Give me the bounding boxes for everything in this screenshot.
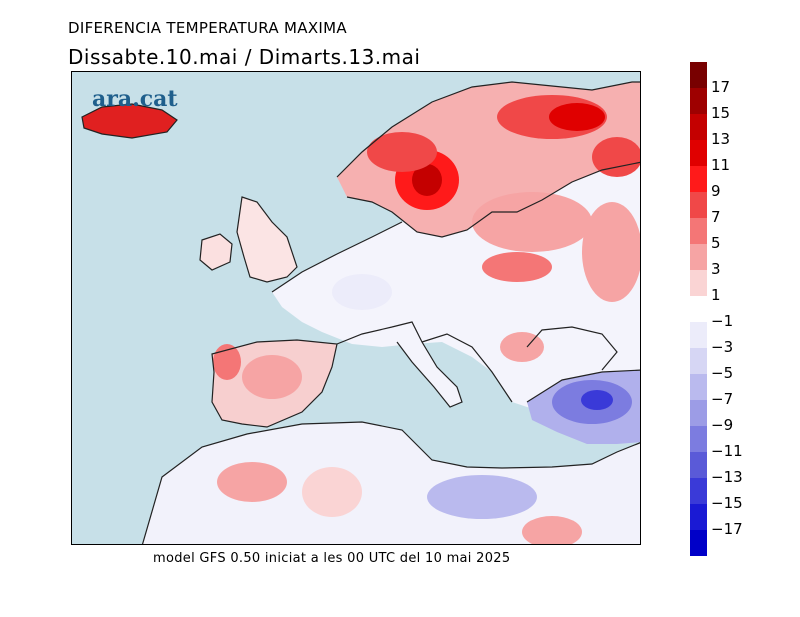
legend-swatch [690, 478, 707, 504]
legend-label: 5 [711, 234, 721, 252]
warm-patch-iberia [242, 355, 302, 399]
color-scale-legend [690, 62, 707, 556]
legend-label: −17 [711, 520, 743, 538]
legend-swatch [690, 140, 707, 166]
legend-swatch [690, 426, 707, 452]
legend-swatch [690, 218, 707, 244]
forecast-period: Dissabte.10.mai / Dimarts.13.mai [68, 45, 421, 69]
legend-label: 13 [711, 130, 731, 148]
warm-patch-sahara-1 [217, 462, 287, 502]
cold-patch-libya [427, 475, 537, 519]
legend-swatch [690, 322, 707, 348]
warm-patch-sahara-2 [302, 467, 362, 517]
legend-swatch [690, 296, 707, 322]
legend-label: −13 [711, 468, 743, 486]
model-run-caption: model GFS 0.50 iniciat a les 00 UTC del … [153, 551, 511, 566]
britain-land [237, 197, 297, 282]
legend-swatch [690, 348, 707, 374]
legend-label: 9 [711, 182, 721, 200]
legend-label: 3 [711, 260, 721, 278]
warm-patch-lapland [549, 103, 605, 131]
iceland-land [82, 104, 177, 138]
cold-patch-germany [332, 274, 392, 310]
legend-label: 7 [711, 208, 721, 226]
cold-patch-turkey-core [581, 390, 613, 410]
legend-swatch [690, 244, 707, 270]
legend-label: −9 [711, 416, 734, 434]
aracat-logo: ara.cat [92, 86, 178, 112]
legend-swatch [690, 400, 707, 426]
warm-patch-iberia-west [213, 344, 241, 380]
italy-land [392, 322, 462, 407]
warm-patch-baltic [472, 192, 592, 252]
warm-patch-sweden-core [412, 164, 442, 196]
chart-title: DIFERENCIA TEMPERATURA MAXIMA [68, 19, 347, 37]
map-canvas [81, 81, 640, 544]
legend-swatch [690, 504, 707, 530]
legend-swatch [690, 452, 707, 478]
legend-swatch [690, 530, 707, 556]
legend-swatch [690, 192, 707, 218]
legend-swatch [690, 114, 707, 140]
legend-label: −11 [711, 442, 743, 460]
warm-patch-east [582, 202, 640, 302]
legend-label: −5 [711, 364, 734, 382]
legend-swatch [690, 374, 707, 400]
legend-swatch [690, 270, 707, 296]
ireland-land [200, 234, 232, 270]
legend-label: 17 [711, 78, 731, 96]
warm-patch-russia [592, 137, 640, 177]
legend-label: −7 [711, 390, 734, 408]
legend-swatch [690, 166, 707, 192]
warm-patch-egypt [522, 516, 582, 544]
legend-swatch [690, 88, 707, 114]
legend-label: −3 [711, 338, 734, 356]
warm-patch-norway [367, 132, 437, 172]
warm-patch-black-sea [500, 332, 544, 362]
legend-label: −1 [711, 312, 734, 330]
legend-label: −15 [711, 494, 743, 512]
temperature-difference-map: ara.cat [71, 71, 641, 545]
legend-label: 15 [711, 104, 731, 122]
legend-label: 1 [711, 286, 721, 304]
legend-swatch [690, 62, 707, 88]
warm-patch-ukraine [482, 252, 552, 282]
legend-label: 11 [711, 156, 731, 174]
